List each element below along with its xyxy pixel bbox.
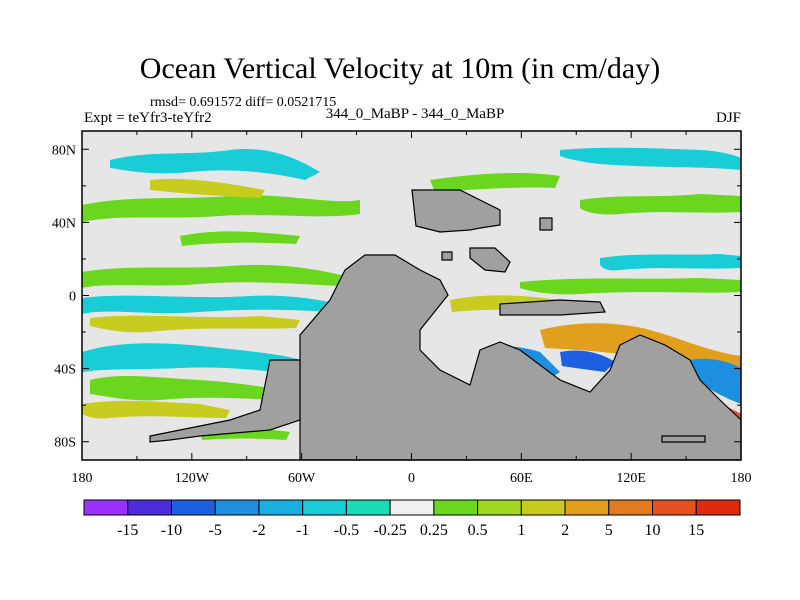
field-band-atlantic-green [430, 173, 560, 192]
field-band-pacific-green [520, 278, 741, 295]
colorbar-label: 1 [517, 522, 525, 539]
field-band-south-cyan [82, 343, 300, 374]
chart-title: Ocean Vertical Velocity at 10m (in cm/da… [139, 52, 661, 85]
land-north-block [411, 189, 501, 233]
field-band-pacific-cyan [600, 254, 741, 271]
colorbar-label: 0.25 [420, 522, 448, 539]
colorbar-swatch [214, 499, 260, 516]
field-band-midlat-green [180, 231, 300, 246]
field-band-north-yellow [150, 178, 265, 198]
y-tick-label: 40N [52, 216, 76, 231]
colorbar [83, 499, 741, 516]
colorbar-swatch [695, 499, 741, 516]
colorbar-swatch [520, 499, 566, 516]
y-tick-label: 0 [69, 290, 76, 305]
colorbar-swatch [302, 499, 347, 516]
field-band-south-green [90, 375, 280, 401]
land-island-small [539, 217, 553, 231]
colorbar-swatch [608, 499, 654, 516]
field-band-tropic-yellow [90, 315, 300, 333]
x-tick-label: 120W [175, 471, 210, 486]
colorbar-swatch [564, 499, 610, 516]
colorbar-label: 5 [605, 522, 613, 539]
land-island-tiny [441, 251, 453, 261]
colorbar-swatch [433, 499, 479, 516]
land-masses [149, 189, 742, 461]
field-band-northeast-green [580, 194, 741, 215]
colorbar-labels: -15 -10 -5 -2 -1 -0.5 -0.25 0.25 0.5 1 2 5 10 15 [117, 522, 704, 539]
field-band-tropic-cyan [82, 295, 340, 314]
field-band-north-green [82, 195, 360, 222]
land-south-west [149, 359, 301, 443]
colorbar-label: -1 [296, 522, 309, 539]
stats-label: rmsd= 0.691572 diff= 0.0521715 [150, 95, 337, 110]
field-band-south-yellow [82, 400, 230, 419]
land-main [299, 254, 742, 461]
colorbar-label: -10 [161, 522, 182, 539]
x-tick-label: 60E [510, 471, 533, 486]
x-tick-label: 0 [408, 471, 415, 486]
colorbar-swatch [389, 499, 435, 516]
y-tick-label: 80N [52, 143, 76, 158]
y-tick-label: 40S [54, 363, 76, 378]
colorbar-label: -15 [117, 522, 138, 539]
colorbar-swatch [170, 499, 216, 516]
y-tick-label: 80S [54, 436, 76, 451]
colorbar-label: 10 [645, 522, 661, 539]
colorbar-label: -2 [252, 522, 265, 539]
field-band-northeast-cyan [560, 147, 741, 170]
x-axis-labels: 180 120W 60W 0 60E 120E 180 [72, 471, 752, 486]
experiment-label: Expt = teYfr3-teYfr2 [84, 110, 212, 126]
season-label: DJF [715, 110, 741, 126]
colorbar-swatch [258, 499, 304, 516]
x-tick-label: 60W [288, 471, 316, 486]
colorbar-label: -5 [209, 522, 222, 539]
y-axis-labels: 80N 40N 0 40S 80S [52, 143, 76, 450]
land-south-east-island [661, 435, 706, 443]
colorbar-swatch [652, 499, 697, 516]
x-tick-label: 120E [616, 471, 646, 486]
colorbar-label: 0.5 [468, 522, 488, 539]
axis-ticks [81, 131, 742, 460]
land-strip-tropic [499, 299, 606, 316]
period-label: 344_0_MaBP - 344_0_MaBP [325, 106, 505, 122]
field-band-indian-darkblue [560, 350, 615, 372]
colorbar-swatch [477, 499, 522, 516]
colorbar-label: -0.25 [373, 522, 406, 539]
colorbar-swatch [83, 499, 129, 516]
colorbar-swatch [345, 499, 391, 516]
x-tick-label: 180 [72, 471, 93, 486]
colorbar-label: 2 [561, 522, 569, 539]
colorbar-swatch [127, 499, 172, 516]
field-band-tropic-green [82, 264, 345, 288]
field-band-southeast-blue [690, 358, 741, 404]
x-tick-label: 180 [731, 471, 752, 486]
field-band-north-cyan [110, 149, 320, 180]
colorbar-label: -0.5 [334, 522, 359, 539]
land-island-mid [469, 247, 511, 273]
colorbar-label: 15 [688, 522, 704, 539]
